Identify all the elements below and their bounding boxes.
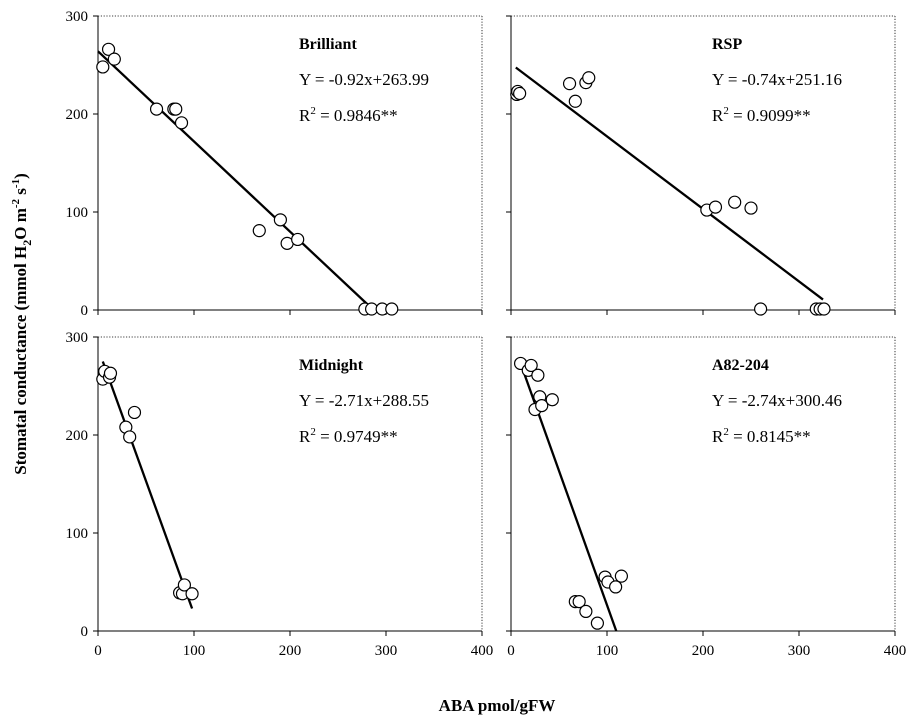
panel-title: Midnight: [299, 357, 364, 374]
regression-equation: Y = -0.92x+263.99: [299, 70, 429, 89]
data-point: [185, 587, 199, 601]
r-squared: R2 = 0.9846**: [299, 105, 398, 125]
data-point: [568, 94, 582, 108]
data-point: [273, 213, 287, 227]
data-point: [579, 604, 593, 619]
panel-title: RSP: [712, 36, 742, 53]
data-point: [708, 200, 723, 214]
y-tick-label: 200: [66, 107, 89, 123]
y-tick-label: 0: [81, 624, 89, 640]
y-tick-label: 300: [66, 330, 89, 346]
data-point: [609, 580, 623, 594]
data-point: [101, 42, 116, 56]
data-point: [103, 366, 118, 380]
regression-line: [97, 50, 374, 310]
x-tick-label: 0: [507, 643, 515, 659]
x-axis-title: ABA pmol/gFW: [439, 696, 556, 715]
regression-equation: Y = -0.74x+251.16: [712, 70, 842, 89]
y-tick-label: 100: [66, 205, 89, 221]
data-point: [174, 116, 189, 130]
data-point: [524, 358, 538, 373]
x-tick-label: 0: [94, 643, 102, 659]
x-tick-label: 200: [279, 643, 302, 659]
data-point: [614, 569, 629, 583]
data-point: [177, 578, 191, 592]
panel-rsp: RSP Y = -0.74x+251.16 R2 = 0.9099**: [506, 15, 896, 316]
r-squared: R2 = 0.9749**: [299, 426, 398, 446]
panel-midnight: 0 100 200 300 0 100 200 300 400 Midnight Y = -2.71…: [66, 330, 494, 659]
r-squared: R2 = 0.8145**: [712, 426, 811, 446]
data-point: [728, 195, 742, 209]
x-tick-label: 400: [884, 643, 907, 659]
data-point: [562, 77, 577, 91]
r-squared: R2 = 0.9099**: [712, 105, 811, 125]
data-point: [817, 302, 831, 316]
data-point: [582, 71, 596, 85]
data-point: [291, 232, 305, 247]
x-tick-label: 100: [596, 643, 619, 659]
x-tick-label: 100: [183, 643, 206, 659]
panel-title: A82-204: [712, 357, 769, 374]
regression-line: [515, 66, 824, 301]
regression-line: [101, 361, 194, 609]
data-point: [385, 302, 399, 316]
x-tick-label: 300: [788, 643, 811, 659]
x-tick-label: 200: [692, 643, 715, 659]
x-tick-label: 400: [471, 643, 494, 659]
y-tick-label: 100: [66, 526, 89, 542]
data-point: [513, 86, 527, 101]
data-point: [149, 102, 164, 116]
data-point: [590, 616, 605, 630]
panel-a82-204: 0 100 200 300 400 A82-204 Y = -2.74x+300.46 R2 …: [506, 336, 907, 659]
panel-title: Brilliant: [299, 36, 357, 53]
data-point: [572, 594, 586, 609]
data-point: [545, 393, 559, 407]
data-point: [252, 224, 266, 238]
data-point: [107, 52, 121, 66]
data-point: [123, 430, 137, 444]
y-tick-label: 300: [66, 9, 89, 25]
regression-line: [517, 357, 618, 632]
data-point: [744, 201, 758, 215]
data-point: [531, 368, 545, 382]
data-point: [753, 302, 768, 316]
x-tick-label: 300: [375, 643, 398, 659]
y-tick-label: 200: [66, 428, 89, 444]
panel-brilliant: 0 100 200 300 Brilliant Y = -0.92x+263.99 R2 =…: [66, 9, 483, 319]
y-axis-title: Stomatal conductance (mmol H2O m-2 s-1): [10, 173, 34, 475]
data-point: [127, 405, 142, 420]
regression-equation: Y = -2.71x+288.55: [299, 391, 429, 410]
data-point: [535, 399, 549, 413]
regression-equation: Y = -2.74x+300.46: [712, 391, 842, 410]
data-point: [96, 60, 110, 74]
y-tick-label: 0: [81, 303, 89, 319]
data-point: [169, 102, 183, 116]
